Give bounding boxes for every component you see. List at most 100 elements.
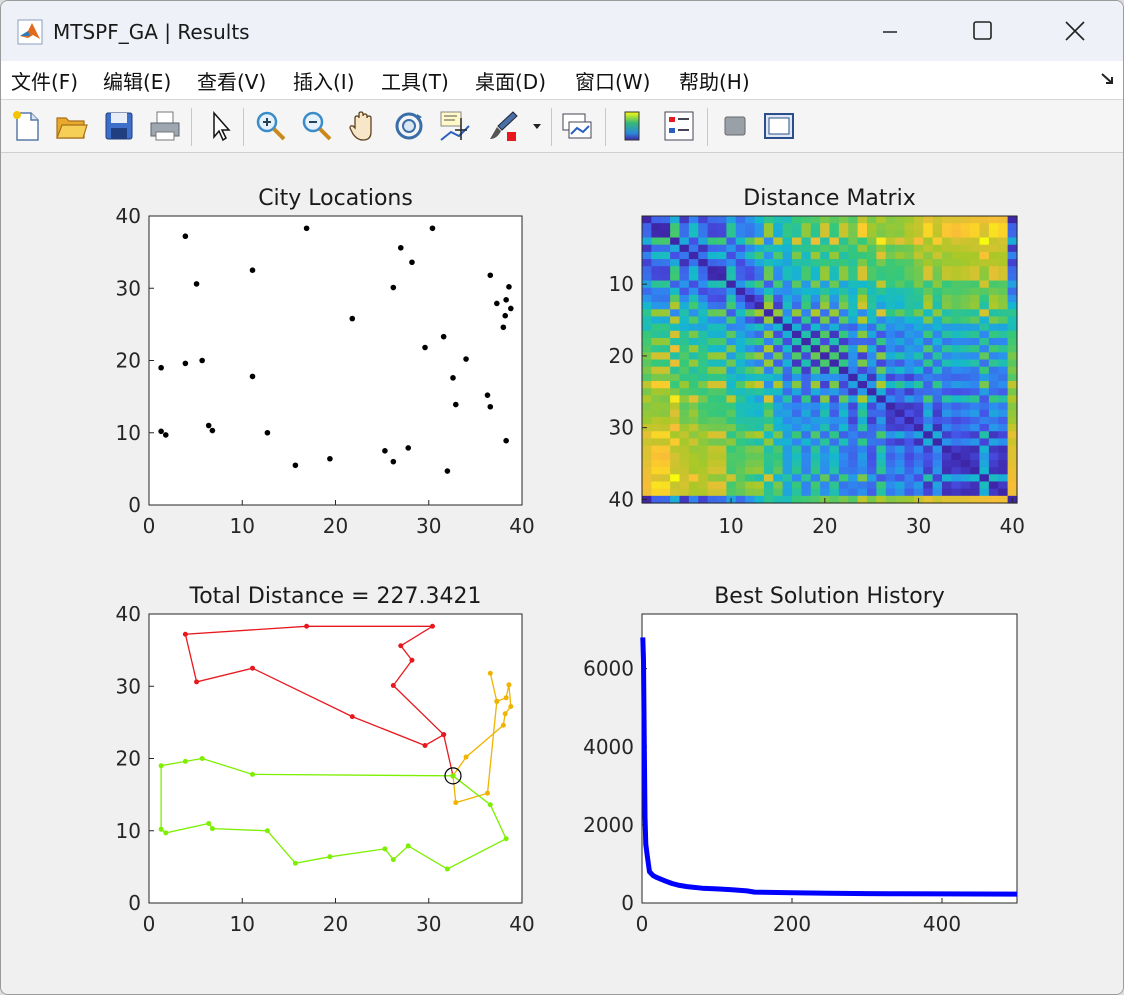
heatmap-cell xyxy=(660,259,671,267)
heatmap-cell xyxy=(932,266,943,274)
heatmap-cell xyxy=(660,359,671,368)
brush-icon[interactable] xyxy=(485,108,521,144)
heatmap-cell xyxy=(707,366,718,375)
heatmap-cell xyxy=(707,352,718,361)
heatmap-cell xyxy=(998,323,1009,332)
heatmap-cell xyxy=(988,266,999,274)
menu-edit[interactable]: 编辑(E) xyxy=(103,70,172,94)
heatmap-cell xyxy=(970,294,981,303)
route-city-point xyxy=(264,828,270,834)
heatmap-cell xyxy=(857,488,868,497)
heatmap-cell xyxy=(801,495,812,504)
heatmap-cell xyxy=(754,474,765,483)
heatmap-cell xyxy=(651,287,662,296)
menu-file[interactable]: 文件(F) xyxy=(11,70,79,94)
city-point xyxy=(506,284,512,290)
menu-window[interactable]: 窗口(W) xyxy=(575,70,651,94)
save-icon[interactable] xyxy=(101,108,137,144)
zoom-in-icon[interactable] xyxy=(253,108,289,144)
heatmap-cell xyxy=(792,481,802,490)
rotate-3d-icon[interactable] xyxy=(391,108,427,144)
menu-help[interactable]: 帮助(H) xyxy=(679,70,750,94)
menu-desktop[interactable]: 桌面(D) xyxy=(475,70,547,94)
heatmap-cell xyxy=(942,259,952,267)
heatmap-cell xyxy=(942,316,952,325)
heatmap-cell xyxy=(970,323,981,332)
link-plot-icon[interactable] xyxy=(559,108,595,144)
route-city-point xyxy=(494,698,500,704)
heatmap-cell xyxy=(735,216,746,224)
heatmap-cell xyxy=(979,230,990,239)
heatmap-cell xyxy=(932,424,943,432)
pointer-icon[interactable] xyxy=(203,108,239,144)
heatmap-cell xyxy=(867,287,877,296)
heatmap-cell xyxy=(988,309,999,318)
heatmap-cell xyxy=(942,337,952,346)
heatmap-cell xyxy=(754,266,765,274)
new-figure-icon[interactable] xyxy=(9,108,45,144)
heatmap-cell xyxy=(904,373,915,382)
heatmap-cell xyxy=(857,431,868,440)
heatmap-cell xyxy=(960,366,971,375)
heatmap-cell xyxy=(960,467,971,475)
heatmap-cell xyxy=(848,345,859,353)
heatmap-cell xyxy=(810,259,821,267)
heatmap-cell xyxy=(885,280,896,289)
heatmap-cell xyxy=(942,488,952,497)
menu-insert[interactable]: 插入(I) xyxy=(293,70,355,94)
close-button[interactable] xyxy=(1051,9,1097,53)
heatmap-cell xyxy=(763,452,774,461)
dropdown-arrow-icon[interactable] xyxy=(529,108,545,144)
heatmap-cell xyxy=(857,237,868,246)
heatmap-cell xyxy=(642,402,652,411)
maximize-button[interactable] xyxy=(959,9,1005,53)
heatmap-cell xyxy=(857,467,868,475)
heatmap-cell xyxy=(698,337,709,346)
pan-hand-icon[interactable] xyxy=(345,108,381,144)
menu-view[interactable]: 查看(V) xyxy=(197,70,267,94)
minimize-button[interactable] xyxy=(867,9,913,53)
print-icon[interactable] xyxy=(147,108,183,144)
heatmap-cell xyxy=(773,287,784,296)
data-cursor-icon[interactable] xyxy=(437,108,473,144)
heatmap-cell xyxy=(726,244,737,253)
heatmap-cell xyxy=(876,345,887,353)
heatmap-cell xyxy=(970,366,981,375)
hide-plot-tools-icon[interactable] xyxy=(717,108,753,144)
heatmap-cell xyxy=(782,452,793,461)
heatmap-cell xyxy=(951,474,962,483)
heatmap-cell xyxy=(857,309,868,318)
heatmap-cell xyxy=(885,488,896,497)
heatmap-cell xyxy=(688,381,699,389)
heatmap-cell xyxy=(660,337,671,346)
route-city-point xyxy=(206,821,212,827)
heatmap-cell xyxy=(1007,402,1018,411)
open-file-icon[interactable] xyxy=(53,108,89,144)
heatmap-cell xyxy=(885,266,896,274)
heatmap-cell xyxy=(848,416,859,425)
heatmap-cell xyxy=(848,287,859,296)
heatmap-cell xyxy=(895,259,906,267)
heatmap-cell xyxy=(829,402,840,411)
heatmap-cell xyxy=(763,352,774,361)
heatmap-cell xyxy=(810,467,821,475)
heatmap-cell xyxy=(763,438,774,447)
heatmap-cell xyxy=(801,474,812,483)
menu-tools[interactable]: 工具(T) xyxy=(381,70,449,94)
heatmap-cell xyxy=(1007,452,1018,461)
heatmap-cell xyxy=(932,373,943,382)
heatmap-cell xyxy=(913,330,924,339)
colorbar-icon[interactable] xyxy=(615,108,651,144)
heatmap-cell xyxy=(707,237,718,246)
zoom-out-icon[interactable] xyxy=(299,108,335,144)
legend-icon[interactable] xyxy=(661,108,697,144)
heatmap-cell xyxy=(904,395,915,404)
show-plot-tools-icon[interactable] xyxy=(761,108,797,144)
dock-arrow-icon[interactable] xyxy=(1099,69,1117,87)
heatmap-cell xyxy=(1007,280,1018,289)
heatmap-cell xyxy=(726,266,737,274)
